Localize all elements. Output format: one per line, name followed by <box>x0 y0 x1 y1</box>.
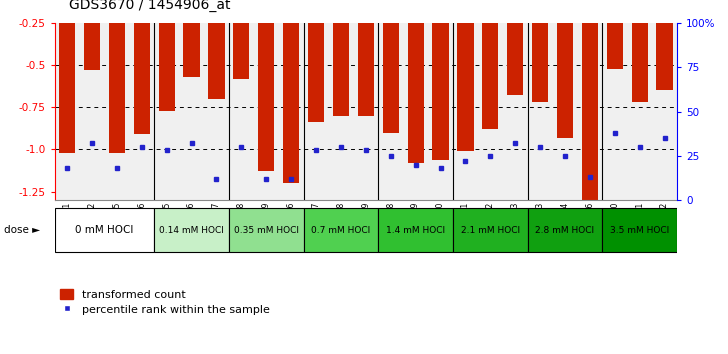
Text: 2.1 mM HOCl: 2.1 mM HOCl <box>461 225 520 235</box>
Bar <box>532 23 548 102</box>
Text: 3.5 mM HOCl: 3.5 mM HOCl <box>610 225 669 235</box>
Bar <box>183 23 199 77</box>
Bar <box>108 23 125 153</box>
Bar <box>233 23 250 79</box>
Bar <box>432 23 448 160</box>
Bar <box>159 23 175 111</box>
Bar <box>528 208 602 252</box>
Bar <box>208 23 224 99</box>
Bar <box>507 23 523 96</box>
Bar <box>383 23 399 133</box>
Text: 0.7 mM HOCl: 0.7 mM HOCl <box>312 225 371 235</box>
Bar <box>602 208 677 252</box>
Bar <box>457 23 473 151</box>
Text: 2.8 mM HOCl: 2.8 mM HOCl <box>535 225 595 235</box>
Bar <box>482 23 499 129</box>
Bar <box>55 208 154 252</box>
Bar <box>582 23 598 200</box>
Bar <box>333 23 349 116</box>
Bar <box>657 23 673 90</box>
Bar <box>379 208 453 252</box>
Text: 0.14 mM HOCl: 0.14 mM HOCl <box>159 225 224 235</box>
Bar <box>408 23 424 163</box>
Text: 1.4 mM HOCl: 1.4 mM HOCl <box>386 225 446 235</box>
Bar <box>134 23 150 134</box>
Bar <box>453 208 528 252</box>
Legend: transformed count, percentile rank within the sample: transformed count, percentile rank withi… <box>60 289 270 315</box>
Bar <box>308 23 324 122</box>
Bar <box>304 208 379 252</box>
Bar <box>557 23 573 138</box>
Bar <box>154 208 229 252</box>
Text: GDS3670 / 1454906_at: GDS3670 / 1454906_at <box>69 0 231 12</box>
Bar <box>632 23 648 102</box>
Text: 0.35 mM HOCl: 0.35 mM HOCl <box>234 225 298 235</box>
Text: dose ►: dose ► <box>4 225 40 235</box>
Bar <box>357 23 374 116</box>
Bar <box>59 23 75 153</box>
Bar <box>258 23 274 171</box>
Bar <box>84 23 100 70</box>
Bar <box>606 23 623 69</box>
Text: 0 mM HOCl: 0 mM HOCl <box>75 225 133 235</box>
Bar <box>229 208 304 252</box>
Bar <box>283 23 299 183</box>
